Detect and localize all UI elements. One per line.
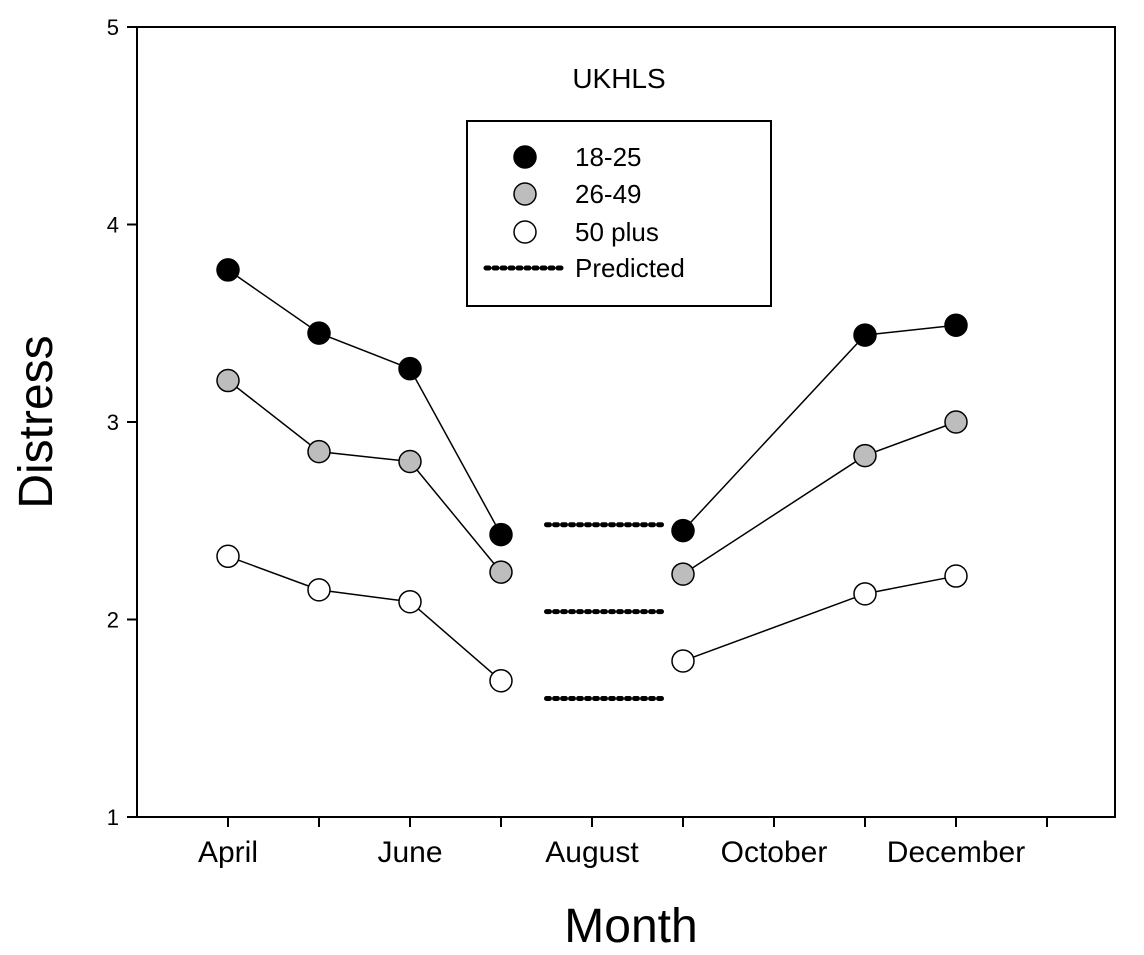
series-2-point-1 (307, 578, 331, 602)
x-axis-ticks: April June August October December (198, 817, 1048, 869)
series-2-line-0 (227, 555, 502, 682)
series-0-point-2 (398, 356, 422, 381)
series-1-point-0 (216, 368, 240, 393)
series-layer (216, 258, 968, 693)
x-tick-label-4: December (887, 836, 1025, 869)
x-tick-label-0: April (198, 836, 258, 869)
series-1-point-3 (489, 560, 513, 584)
legend-marker-18-25 (513, 145, 537, 169)
legend-label-50-plus: 50 plus (575, 217, 659, 247)
series-2-point-5 (853, 582, 877, 606)
series-0-point-3 (489, 522, 513, 547)
series-0-line-0 (227, 269, 502, 535)
series-2-point-2 (398, 589, 422, 614)
series-0-line-1 (682, 324, 957, 532)
legend-marker-26-49 (513, 182, 537, 206)
series-0-point-0 (216, 258, 240, 282)
y-tick-label-0: 1 (107, 805, 119, 830)
y-axis-title: Distress (10, 335, 63, 508)
legend-marker-50-plus (513, 220, 537, 244)
series-0-point-4 (671, 518, 695, 543)
series-1-point-1 (307, 439, 331, 464)
series-2-point-4 (671, 649, 695, 673)
series-1-point-6 (944, 410, 968, 434)
series-1-line-1 (682, 421, 957, 575)
legend: 18-25 26-49 50 plus Predicted (466, 120, 772, 307)
y-axis-ticks: 1 2 3 4 5 (107, 15, 137, 830)
x-axis-title: Month (564, 900, 697, 953)
series-0-point-6 (944, 313, 968, 337)
legend-label-18-25: 18-25 (575, 142, 642, 172)
x-tick-label-3: October (721, 836, 828, 869)
legend-label-26-49: 26-49 (575, 179, 642, 209)
predicted-layer (544, 522, 668, 701)
y-tick-label-3: 4 (107, 213, 119, 238)
series-0-point-5 (853, 323, 877, 347)
series-2-point-0 (216, 544, 240, 569)
series-1-point-2 (398, 449, 422, 474)
legend-label-predicted: Predicted (575, 253, 685, 283)
x-tick-label-2: August (545, 836, 639, 869)
y-tick-label-4: 5 (107, 15, 119, 40)
series-0-point-1 (307, 321, 331, 345)
series-2-line-1 (682, 575, 957, 662)
series-2-point-3 (489, 668, 513, 693)
series-2-point-6 (944, 564, 968, 588)
x-tick-label-1: June (377, 836, 442, 869)
y-tick-label-1: 2 (107, 608, 119, 633)
series-1-point-4 (671, 562, 695, 586)
series-1-line-0 (227, 379, 502, 573)
chart-title: UKHLS (572, 63, 665, 94)
series-1-point-5 (853, 443, 877, 468)
y-tick-label-2: 3 (107, 410, 119, 435)
